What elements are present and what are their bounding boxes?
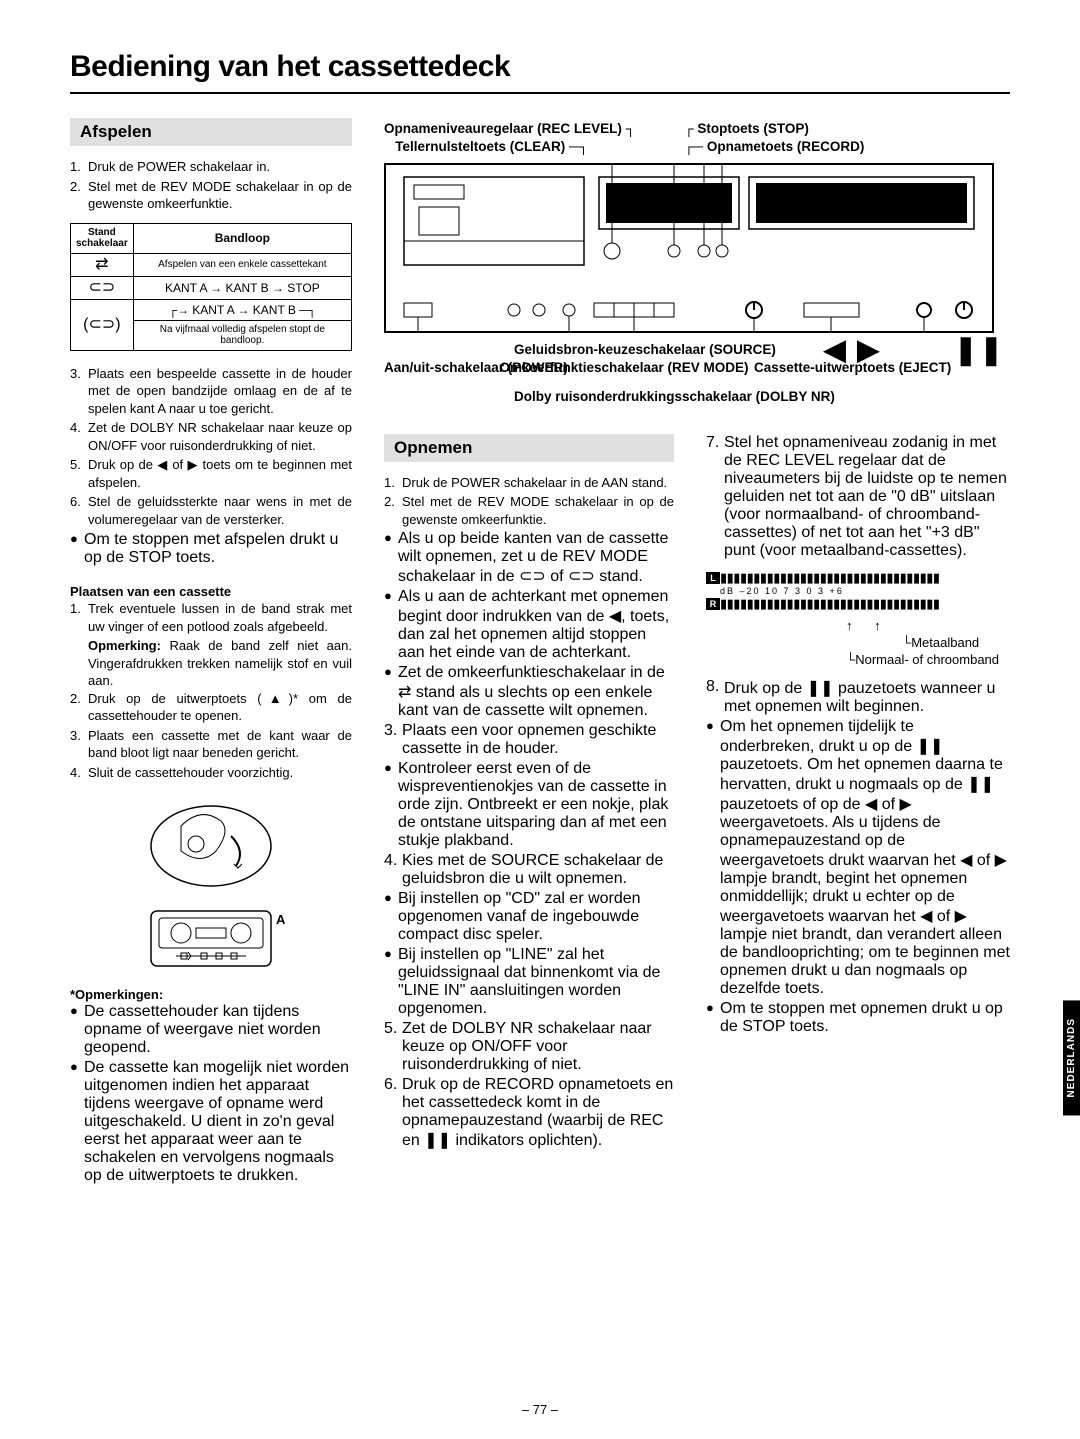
normaal-label: Normaal- of chroomband <box>855 652 999 667</box>
plaatsen-3: Plaats een cassette met de kant waar de … <box>88 727 352 762</box>
diag-top4: Opnametoets (RECORD) <box>707 139 865 154</box>
plaatsen-header: Plaatsen van een cassette <box>70 583 352 601</box>
afspelen-b-6: Stel de geluidssterkte naar wens in met … <box>88 493 352 528</box>
diag-bot3: Omkeerfunktieschakelaar (REV MODE) <box>494 359 754 377</box>
opnemen-bul6: Bij instellen op "LINE" zal het geluidss… <box>398 946 674 1018</box>
page-title: Bediening van het cassettedeck <box>70 50 1010 84</box>
play-rew-fwd-icon: ◀ ▶ <box>824 333 881 366</box>
afspelen-b-4: Zet de DOLBY NR schakelaar naar keuze op… <box>88 419 352 454</box>
column-right: 7.Stel het opnameniveau zodanig in met d… <box>706 434 1010 1153</box>
opnemen-5: Zet de DOLBY NR schakelaar naar keuze op… <box>402 1020 674 1074</box>
content-columns: Afspelen 1.Druk de POWER schakelaar in. … <box>70 118 1010 1187</box>
afspelen-b-5: Druk op de ◀ of ▶ toets om te beginnen m… <box>88 456 352 491</box>
right-7: Stel het opnameniveau zodanig in met de … <box>724 434 1010 560</box>
afspelen-a-1: Druk de POWER schakelaar in. <box>88 158 352 176</box>
title-rule <box>70 92 1010 94</box>
afspelen-list-b: 3.Plaats een bespeelde cassette in de ho… <box>70 365 352 529</box>
column-mid-right: Opnameniveauregelaar (REC LEVEL) ┐ Telle… <box>384 118 1010 1187</box>
opmerkingen-2: De cassette kan mogelijk niet worden uit… <box>84 1059 352 1185</box>
right-8: Druk op de ❚❚ pauzetoets wanneer u met o… <box>724 678 1010 716</box>
opnemen-bul2: Als u aan de achterkant met opnemen begi… <box>398 588 674 662</box>
diag-bot1: Geluidsbron-keuzeschakelaar (SOURCE) <box>514 341 764 359</box>
plaatsen-list: 1.Trek eventuele lussen in de band strak… <box>70 600 352 635</box>
opnemen-6: Druk op de RECORD opnametoets en het cas… <box>402 1076 674 1150</box>
diag-top1: Opnameniveauregelaar (REC LEVEL) <box>384 121 622 136</box>
afspelen-a-2: Stel met de REV MODE schakelaar in op de… <box>88 178 352 213</box>
table-h2: Bandloop <box>133 223 351 253</box>
table-r3: ┌→ KANT A → KANT B ─┐ <box>133 299 351 320</box>
section-afspelen-header: Afspelen <box>70 118 352 146</box>
cassette-illustration: A <box>121 796 301 976</box>
afspelen-stop: Om te stoppen met afspelen drukt u op de… <box>84 531 352 567</box>
right-bul2: Om te stoppen met opnemen drukt u op de … <box>720 1000 1010 1036</box>
table-r2: KANT A → KANT B → STOP <box>133 276 351 299</box>
opnemen-3: Plaats een voor opnemen geschikte casset… <box>402 722 674 758</box>
opnemen-1: Druk de POWER schakelaar in de AAN stand… <box>402 474 674 492</box>
table-r1: Afspelen van een enkele cassettekant <box>133 253 351 276</box>
meter-scale: dB –20 10 7 3 0 3 +6 <box>706 586 1010 596</box>
opnemen-4: Kies met de SOURCE schakelaar de geluids… <box>402 852 674 888</box>
page-number: – 77 – <box>522 1402 558 1417</box>
mode-icon-3: (⊂⊃) <box>71 299 134 350</box>
language-tab: NEDERLANDS <box>1063 1000 1080 1115</box>
table-h1: Stand schakelaar <box>71 223 134 253</box>
mode-icon-2: ⊂⊃ <box>71 276 134 299</box>
plaatsen-2: Druk op de uitwerptoets (▲)* om de casse… <box>88 690 352 725</box>
section-opnemen-header: Opnemen <box>384 434 674 462</box>
metaal-label: Metaalband <box>911 635 979 650</box>
diag-bot5: Dolby ruisonderdrukkingsschakelaar (DOLB… <box>514 388 835 406</box>
pause-icon: ❚❚ <box>954 333 1005 366</box>
opnemen-bul3: Zet de omkeerfunktieschakelaar in de ⇄ s… <box>398 664 674 720</box>
table-foot: Na vijfmaal volledig afspelen stopt de b… <box>133 320 351 350</box>
right-bul1: Om het opnemen tijdelijk te onderbreken,… <box>720 718 1010 998</box>
opmerking-text: Opmerking: Raak de band zelf niet aan. V… <box>70 637 352 690</box>
plaatsen-1: Trek eventuele lussen in de band strak m… <box>88 600 352 635</box>
level-meter: L▮▮▮▮▮▮▮▮▮▮▮▮▮▮▮▮▮▮▮▮▮▮▮▮▮▮▮▮▮▮▮▮▮ dB –2… <box>706 570 1010 669</box>
column-mid: Opnemen 1.Druk de POWER schakelaar in de… <box>384 434 674 1153</box>
mode-icon-1: ⇄ <box>71 253 134 276</box>
afspelen-b-3: Plaats een bespeelde cassette in de houd… <box>88 365 352 418</box>
deck-svg <box>384 163 994 333</box>
plaatsen-list-2: 2.Druk op de uitwerptoets (▲)* om de cas… <box>70 690 352 782</box>
column-left: Afspelen 1.Druk de POWER schakelaar in. … <box>70 118 352 1187</box>
bandloop-table: Stand schakelaar Bandloop ⇄ Afspelen van… <box>70 223 352 351</box>
opnemen-bul5: Bij instellen op "CD" zal er worden opge… <box>398 890 674 944</box>
opnemen-bul4: Kontroleer eerst even of de wispreventie… <box>398 760 674 850</box>
deck-diagram: Opnameniveauregelaar (REC LEVEL) ┐ Telle… <box>384 118 1010 406</box>
opnemen-bul1: Als u op beide kanten van de cassette wi… <box>398 530 674 586</box>
opnemen-2: Stel met de REV MODE schakelaar in op de… <box>402 493 674 528</box>
diag-top3: Stoptoets (STOP) <box>697 121 809 136</box>
diag-bot2a: Aan/uit-schakelaar (POWER) <box>384 359 494 377</box>
svg-text:A: A <box>276 912 286 927</box>
diag-top2: Tellernulsteltoets (CLEAR) <box>395 139 565 154</box>
opmerkingen-header: *Opmerkingen: <box>70 986 352 1004</box>
afspelen-list-a: 1.Druk de POWER schakelaar in. 2.Stel me… <box>70 158 352 213</box>
plaatsen-4: Sluit de cassettehouder voorzichtig. <box>88 764 352 782</box>
opmerkingen-1: De cassettehouder kan tijdens opname of … <box>84 1003 352 1057</box>
